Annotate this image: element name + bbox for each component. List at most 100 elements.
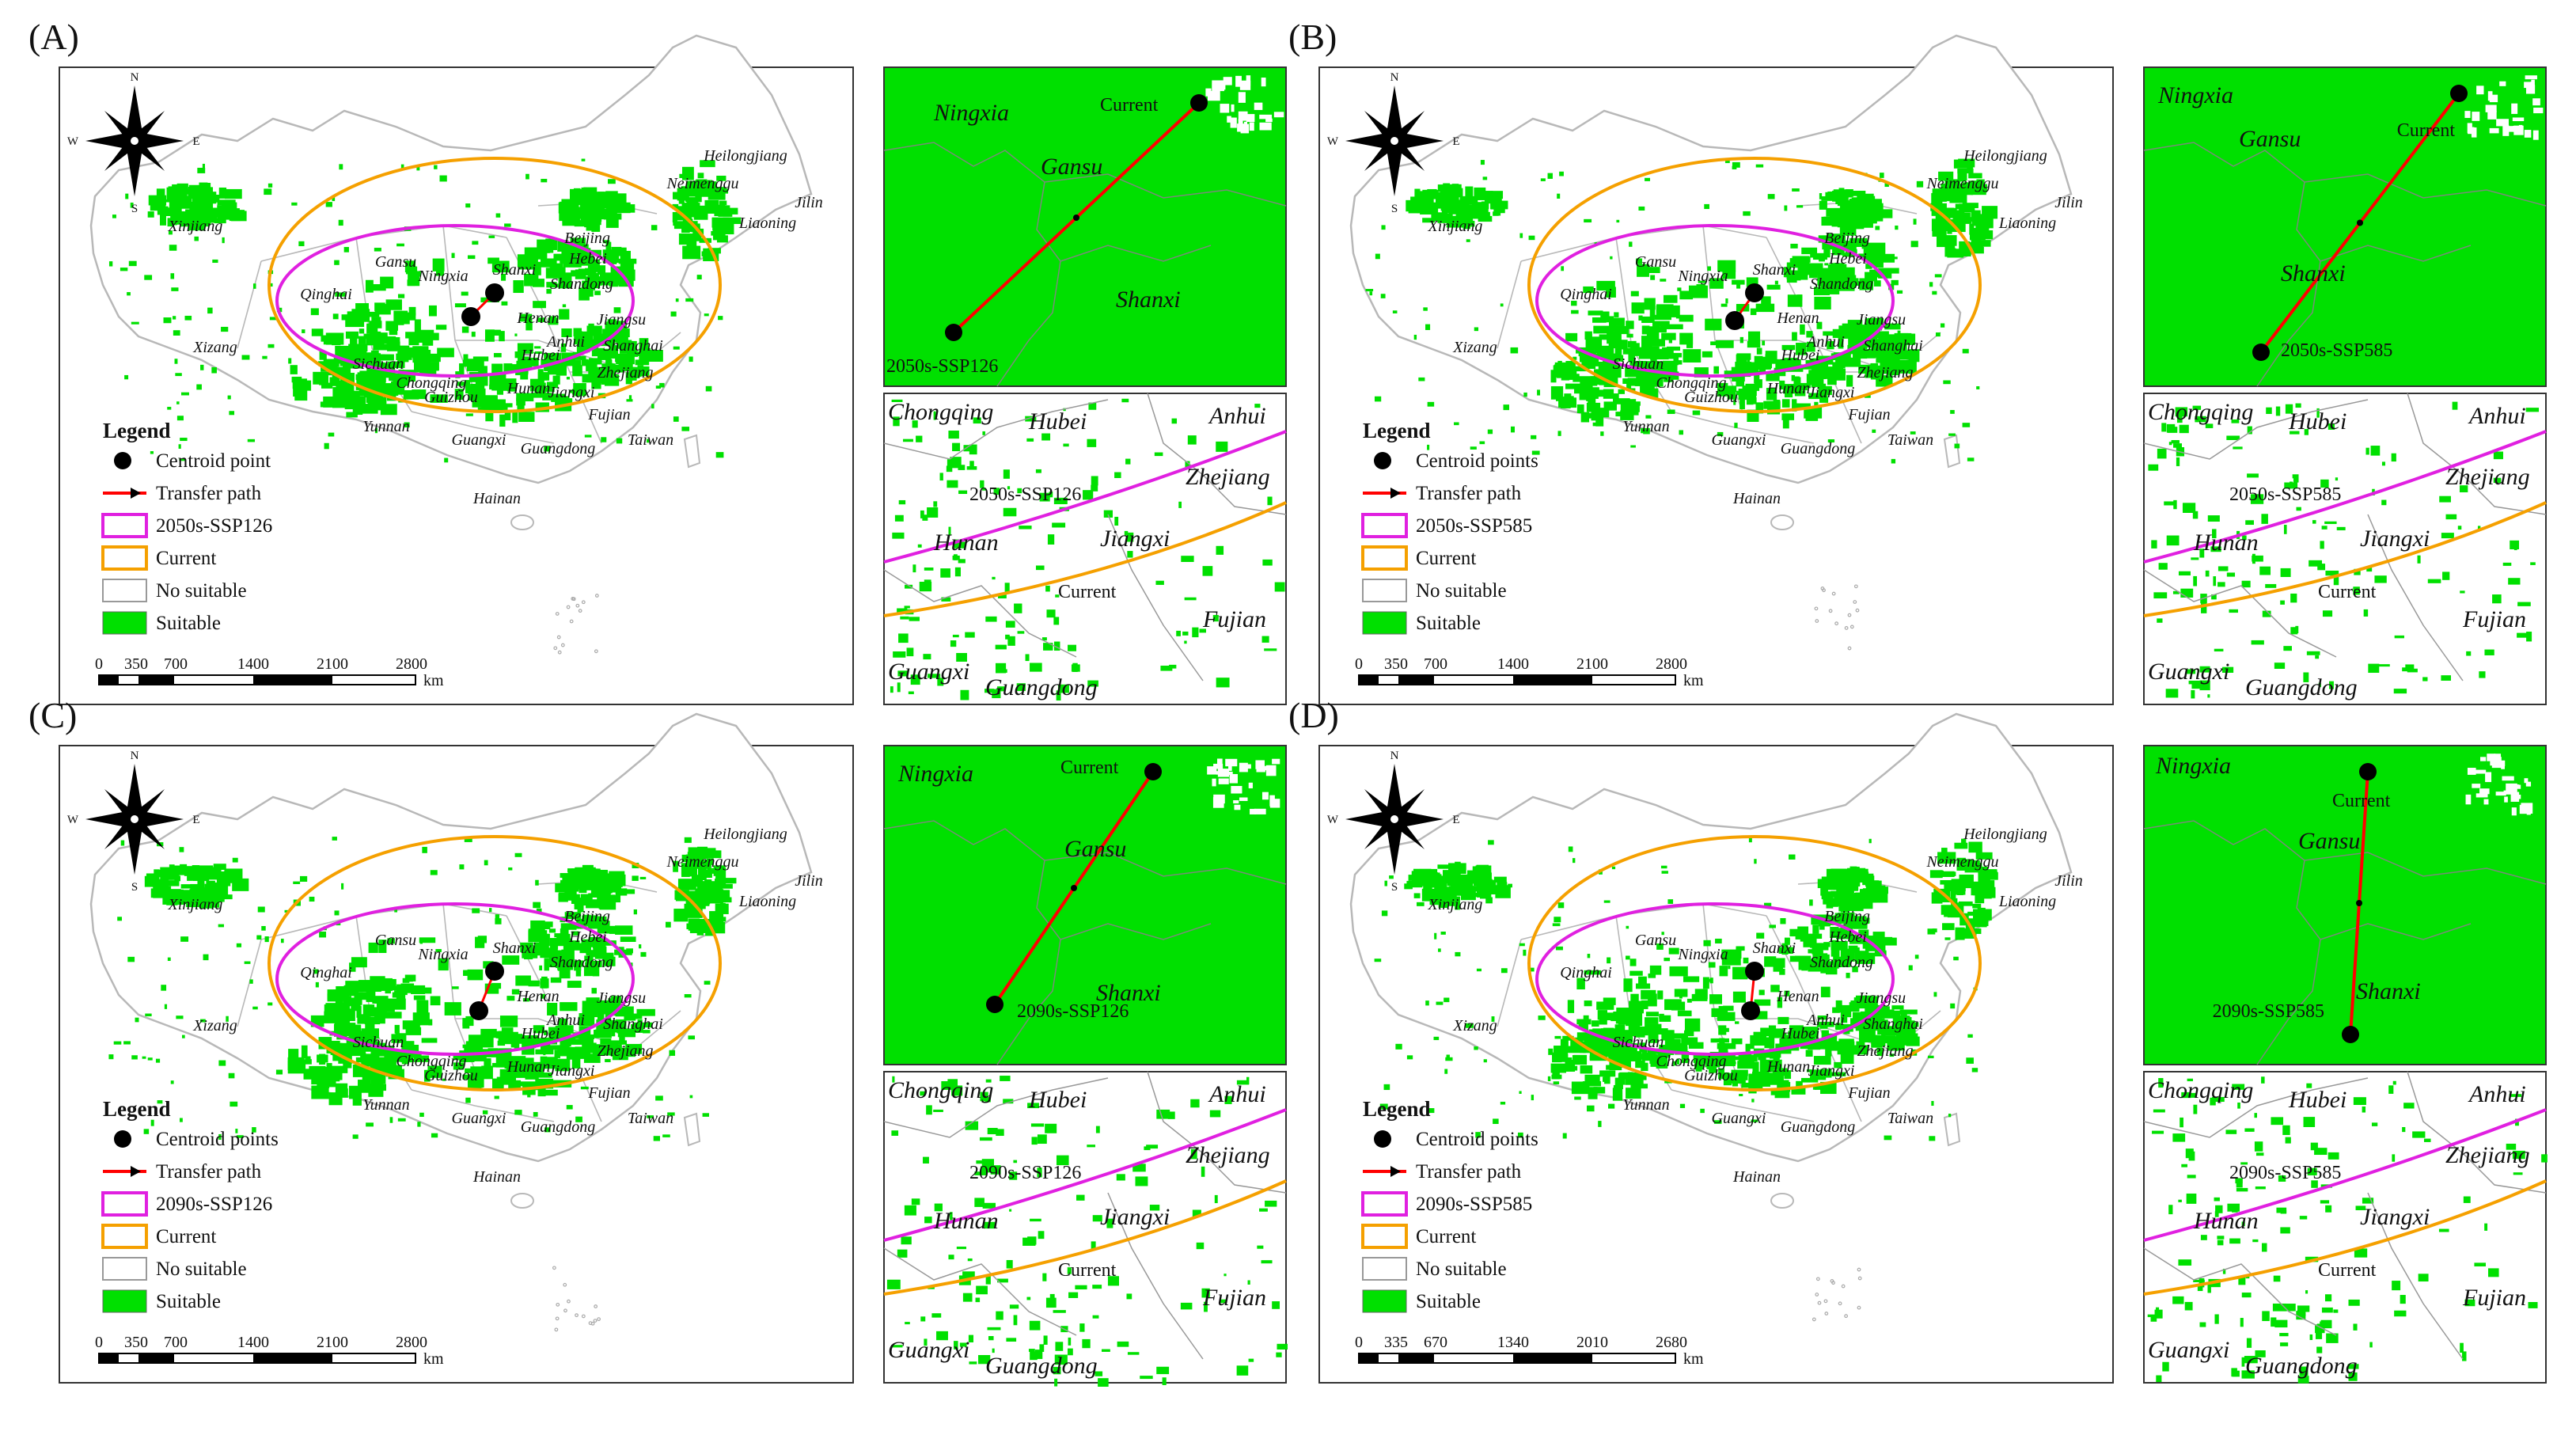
island-dot [594,594,599,598]
suitable-patch [686,180,701,188]
suitable-patch [1755,402,1764,414]
suitable-speck [1823,942,1831,947]
suitable-speck [176,416,184,421]
suitable-patch [1618,1043,1634,1051]
suitable-patch [1583,1043,1599,1053]
panel-label: (C) [28,695,77,735]
hainan-outline [510,514,534,530]
no-suitable-speck [1207,766,1217,775]
suitable-speck [1950,1003,1956,1009]
suitable-patch [355,396,366,408]
no-suitable-speck [2485,104,2497,112]
inset-suitable-patch [1026,1296,1031,1300]
suitable-patch [532,279,544,287]
inset-suitable-patch [951,1085,963,1096]
island-dot [1814,606,1819,611]
no-suitable-speck [1238,92,1246,103]
suitable-patch [1421,890,1437,895]
province-label: Liaoning [738,214,796,232]
suitable-patch [1880,360,1889,374]
suitable-patch [576,340,590,353]
inset-suitable-patch [1052,522,1066,528]
suitable-patch [352,345,368,352]
suitable-patch [504,412,511,421]
inset-suitable-patch [1216,441,1228,452]
suitable-patch [541,976,548,989]
suitable-patch [1799,364,1815,370]
inset-suitable-patch [2183,503,2196,513]
suitable-patch [1626,1088,1641,1099]
province-label: Taiwan [1887,1110,1933,1127]
suitable-speck [516,1034,523,1038]
future-range-ellipse [275,224,635,378]
inset-suitable-patch [897,682,901,693]
suitable-patch [1941,856,1951,861]
inset-suitable-patch [2244,1128,2255,1132]
inset-suitable-patch [1140,1376,1153,1380]
suitable-patch [561,398,573,404]
suitable-speck [439,175,447,182]
suitable-speck [608,179,616,184]
inset-suitable-patch [2417,555,2421,564]
suitable-patch [1709,278,1724,289]
suitable-patch [1576,978,1585,990]
suitable-speck [1814,401,1819,407]
suitable-speck [1932,928,1937,932]
suitable-patch [1664,305,1670,311]
inset-suitable-patch [1068,1292,1079,1298]
suitable-speck [175,373,182,377]
suitable-patch [1838,1038,1854,1050]
legend-current: Current [1416,1226,1476,1247]
main-map: HeilongjiangJilinLiaoningNeimengguXinjia… [1318,712,2114,1384]
inset-suitable-patch [980,480,984,488]
suitable-patch [625,1043,643,1054]
suitable-patch [1801,1077,1819,1083]
inset-suitable-patch [898,499,906,505]
suitable-patch [1826,966,1838,975]
suitable-patch [1713,366,1720,374]
suitable-speck [601,437,607,442]
suitable-patch [208,211,228,218]
panel-0: (A)HeilongjiangJilinLiaoningNeimengguXin… [28,17,1287,705]
suitable-patch [1483,888,1499,895]
inset-province-label: Hunan [933,1208,999,1234]
inset-suitable-patch [2303,672,2309,682]
no-suitable-speck [1249,122,1254,131]
suitable-patch [593,869,608,875]
suitable-patch [1968,841,1982,853]
suitable-speck [1425,1000,1429,1006]
island-dot [1831,1281,1835,1285]
inset-suitable-patch [2418,1274,2429,1282]
suitable-patch [1781,344,1796,351]
suitable-patch [1791,1029,1808,1041]
suitable-speck [1469,209,1476,213]
no-suitable-speck [1230,117,1237,128]
suitable-patch [540,258,557,268]
suitable-patch [1560,1038,1569,1050]
suitable-patch [1634,362,1653,367]
suitable-speck [651,225,658,230]
suitable-patch [706,858,714,865]
suitable-patch [1644,1052,1656,1061]
suitable-speck [174,359,178,364]
inset-suitable-patch [1199,628,1206,633]
inset-boundary [883,142,1061,387]
no-suitable-speck [1238,119,1243,126]
suitable-patch [1850,190,1866,196]
inset-suitable-patch [2362,1198,2374,1204]
legend-centroid: Centroid points [1416,450,1538,472]
suitable-speck [1574,1096,1581,1100]
suitable-patch [1962,182,1982,192]
inset-province-label: Fujian [2462,606,2526,632]
inset-suitable-patch [2186,669,2196,674]
inset-suitable-patch [2254,1141,2263,1152]
inset-suitable-patch [2459,485,2468,492]
suitable-patch [475,936,485,948]
province-label: Gansu [1635,932,1676,949]
suitable-patch [1719,1072,1730,1079]
suitable-speck [461,291,469,296]
suitable-patch [1449,866,1456,879]
island-dot [1853,584,1858,589]
suitable-patch [559,309,570,320]
suitable-patch [1739,399,1745,410]
